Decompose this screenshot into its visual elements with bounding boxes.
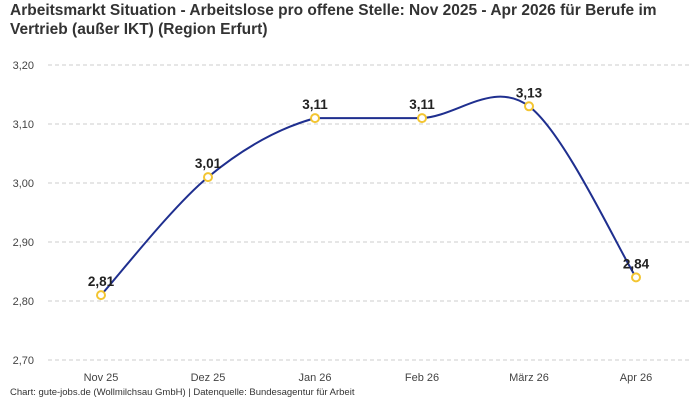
data-label: 2,84 (623, 256, 650, 271)
chart-title: Arbeitsmarkt Situation - Arbeitslose pro… (10, 2, 657, 38)
data-point (96, 290, 106, 301)
x-tick-label: Nov 25 (84, 372, 119, 384)
y-tick-label: 3,20 (13, 60, 34, 72)
x-tick-label: März 26 (509, 372, 549, 384)
y-tick-label: 2,70 (13, 355, 34, 367)
data-point (203, 172, 213, 183)
y-tick-label: 3,10 (13, 119, 34, 131)
data-point (310, 113, 320, 124)
y-tick-label: 2,80 (13, 296, 34, 308)
grid-lines (48, 64, 690, 361)
data-label: 3,11 (409, 97, 435, 112)
x-tick-label: Apr 26 (620, 372, 652, 384)
series-line (100, 95, 637, 296)
data-label: 2,81 (88, 274, 115, 289)
data-point (631, 272, 641, 283)
x-tick-label: Dez 25 (191, 372, 226, 384)
x-tick-label: Feb 26 (405, 372, 439, 384)
data-points (96, 101, 641, 301)
y-tick-label: 2,90 (13, 237, 34, 249)
data-point (417, 113, 427, 124)
data-label: 3,11 (302, 97, 328, 112)
chart-footer: Chart: gute-jobs.de (Wollmilchsau GmbH) … (10, 387, 355, 398)
data-label: 3,13 (516, 85, 543, 100)
x-tick-label: Jan 26 (298, 372, 331, 384)
data-labels: 2,81 3,01 3,11 3,11 3,13 2,84 (88, 85, 650, 289)
data-label: 3,01 (195, 156, 222, 171)
y-tick-label: 3,00 (13, 178, 34, 190)
y-axis-ticks: 2,70 2,80 2,90 3,00 3,10 3,20 (13, 60, 34, 367)
data-point (524, 101, 534, 112)
x-axis-ticks: Nov 25 Dez 25 Jan 26 Feb 26 März 26 Apr 26 (84, 372, 653, 384)
